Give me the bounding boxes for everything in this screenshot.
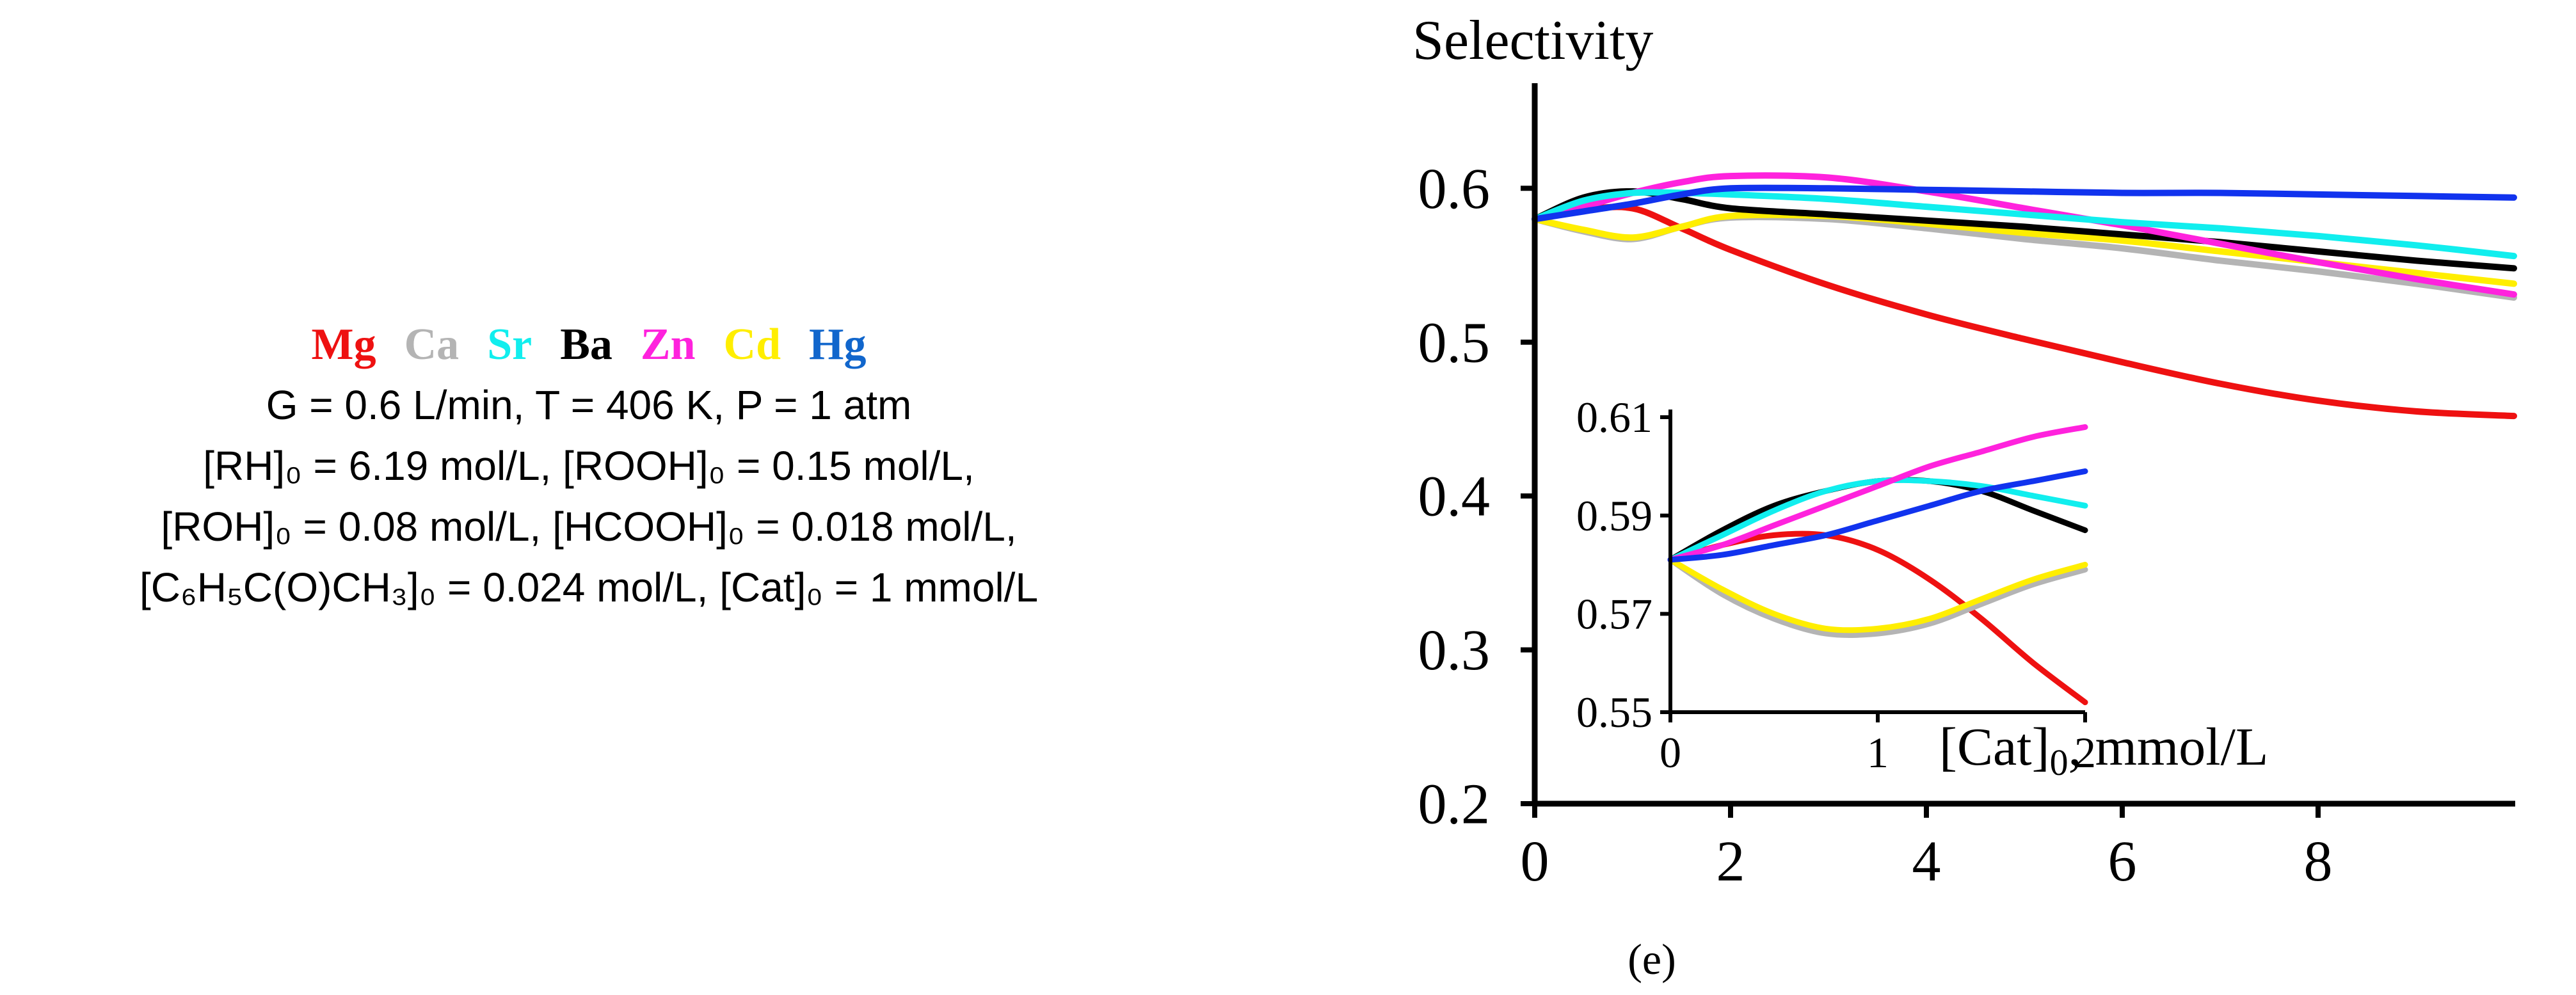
inset-series-ca bbox=[1667, 557, 2088, 638]
inset-series-cd bbox=[1667, 557, 2088, 633]
legend-item: Cd bbox=[723, 320, 781, 369]
main-x-tick-label: 6 bbox=[2108, 830, 2137, 893]
inset-plot: 0 1 2 0.55 0.57 0.59 0.61 bbox=[1576, 393, 2096, 777]
legend-item: Ba bbox=[560, 320, 612, 369]
main-series-group bbox=[1532, 172, 2517, 420]
inset-series-hg bbox=[1667, 468, 2088, 563]
conditions-line-1: G = 0.6 L/min, T = 406 K, P = 1 atm bbox=[266, 382, 912, 428]
legend-item: Hg bbox=[809, 320, 867, 369]
main-y-tick-label: 0.3 bbox=[1418, 619, 1491, 682]
conditions-line-3: [ROH]₀ = 0.08 mol/L, [HCOOH]₀ = 0.018 mo… bbox=[161, 504, 1017, 550]
main-x-tick-label: 8 bbox=[2304, 830, 2333, 893]
inset-series-group bbox=[1667, 424, 2088, 706]
inset-x-tick-label: 2 bbox=[2074, 728, 2096, 777]
main-x-tick-label: 4 bbox=[1912, 830, 1941, 893]
y-axis-title: Selectivity bbox=[1412, 10, 1653, 72]
main-x-tick-label: 0 bbox=[1521, 830, 1549, 893]
main-series-zn bbox=[1532, 172, 2517, 298]
conditions-block: Mg Ca Sr Ba Zn Cd Hg G = 0.6 L/min, T = 406 K,… bbox=[0, 314, 1178, 618]
inset-y-tick-label: 0.61 bbox=[1576, 393, 1652, 442]
panel-label: (e) bbox=[1628, 935, 1676, 983]
main-series-mg bbox=[1532, 203, 2517, 420]
main-y-tick-label: 0.6 bbox=[1418, 157, 1491, 221]
conditions-line-2: [RH]₀ = 6.19 mol/L, [ROOH]₀ = 0.15 mol/L… bbox=[203, 443, 975, 489]
inset-background bbox=[1670, 403, 2086, 712]
x-axis-title: [Cat]0, mmol/L bbox=[1939, 717, 2268, 783]
inset-x-tick-label: 0 bbox=[1660, 728, 1681, 777]
metal-legend: Mg Ca Sr Ba Zn Cd Hg bbox=[0, 314, 1178, 375]
main-series-hg bbox=[1532, 184, 2517, 223]
main-ticks: 0 2 4 6 8 0.2 0.3 0.4 0.5 0.6 bbox=[1418, 157, 2333, 893]
main-plot: 0 2 4 6 8 0.2 0.3 0.4 0.5 0.6 Selectivity [Cat]0,… bbox=[1412, 10, 2517, 893]
legend-item: Zn bbox=[640, 320, 696, 369]
inset-x-tick-label: 1 bbox=[1867, 728, 1889, 777]
legend-item: Ca bbox=[404, 320, 460, 369]
main-y-tick-label: 0.2 bbox=[1418, 773, 1491, 836]
main-y-tick-label: 0.4 bbox=[1418, 465, 1491, 529]
inset-series-zn bbox=[1667, 424, 2088, 563]
inset-ticks: 0 1 2 0.55 0.57 0.59 0.61 bbox=[1576, 393, 2096, 777]
conditions-line-4: [C₆H₅C(O)CH₃]₀ = 0.024 mol/L, [Cat]₀ = 1… bbox=[139, 564, 1039, 610]
legend-item: Mg bbox=[311, 320, 376, 369]
inset-y-tick-label: 0.59 bbox=[1576, 491, 1652, 540]
inset-y-tick-label: 0.55 bbox=[1576, 688, 1652, 736]
main-series-sr bbox=[1532, 189, 2517, 260]
main-y-tick-label: 0.5 bbox=[1418, 311, 1491, 374]
main-x-tick-label: 2 bbox=[1716, 830, 1745, 893]
legend-item: Sr bbox=[487, 320, 532, 369]
inset-y-tick-label: 0.57 bbox=[1576, 589, 1652, 638]
inset-series-sr bbox=[1667, 477, 2088, 563]
